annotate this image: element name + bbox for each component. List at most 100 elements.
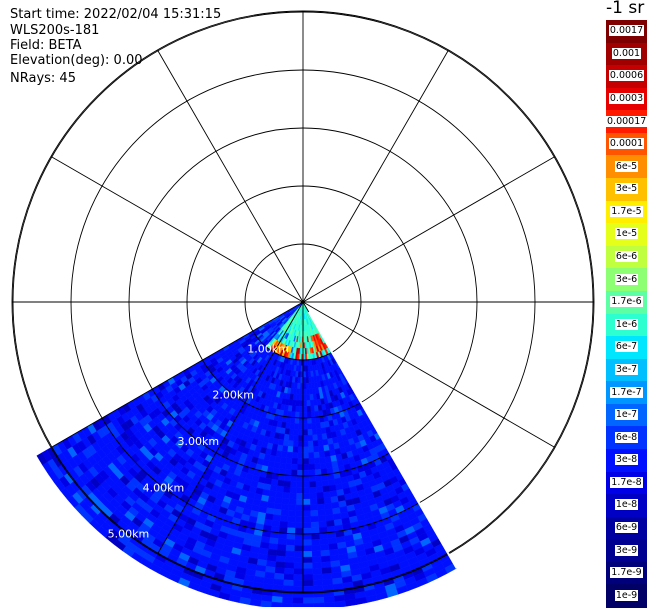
range-gate-cell: [284, 481, 291, 487]
colorbar-tick-label: 0.0006: [606, 70, 647, 82]
range-gate-cell: [306, 383, 309, 389]
range-gate-cell: [307, 412, 311, 418]
range-gate-cell: [296, 493, 303, 499]
range-gate-cell: [275, 497, 283, 504]
range-gate-cell: [303, 418, 307, 424]
range-gate-cell: [309, 389, 313, 395]
colorbar-tick-label: 0.00017: [606, 116, 647, 128]
range-gate-cell: [303, 528, 311, 534]
range-gate-cell: [297, 464, 303, 470]
range-gate-cell: [295, 534, 303, 540]
range-gate-cell: [286, 533, 294, 539]
range-gate-cell: [311, 412, 315, 418]
range-ring-label: 4.00km: [143, 481, 185, 494]
azimuth-spoke: [353, 157, 555, 274]
colorbar-tick-label: 1e-9: [606, 590, 647, 602]
range-gate-cell: [312, 429, 317, 435]
range-gate-cell: [318, 510, 326, 516]
range-gate-cell: [303, 522, 311, 528]
range-gate-cell: [320, 539, 329, 546]
range-gate-cell: [303, 551, 312, 557]
range-gate-cell: [312, 551, 321, 557]
range-gate-cell: [294, 563, 303, 569]
range-gate-cell: [324, 451, 330, 458]
range-gate-cell: [303, 586, 313, 592]
range-gate-cell: [290, 481, 297, 487]
range-gate-cell: [286, 539, 295, 545]
colorbar-tick-label: 0.0017: [606, 25, 647, 37]
range-gate-cell: [281, 451, 287, 457]
range-gate-cell: [281, 504, 289, 510]
colorbar-tick-label: 1.7e-5: [606, 206, 647, 218]
colorbar-tick-label: 3e-9: [606, 545, 647, 557]
range-gate-cell: [320, 550, 329, 557]
range-gate-cell: [321, 556, 330, 563]
range-gate-cell: [318, 521, 326, 527]
range-gate-cell: [293, 569, 303, 575]
range-gate-cell: [305, 371, 308, 377]
range-gate-cell: [303, 424, 307, 430]
azimuth-spoke: [158, 50, 275, 252]
range-gate-cell: [316, 481, 323, 487]
range-gate-cell: [295, 406, 299, 412]
range-gate-cell: [297, 476, 303, 482]
range-gate-cell: [307, 429, 312, 435]
range-gate-cell: [303, 499, 310, 505]
range-gate-cell: [319, 457, 325, 463]
range-gate-cell: [309, 481, 316, 487]
colorbar-tick-label: 0.0003: [606, 93, 647, 105]
range-gate-cell: [303, 511, 310, 517]
range-gate-cell: [296, 499, 303, 505]
range-gate-cell: [296, 511, 303, 517]
range-gate-cell: [303, 598, 314, 604]
range-gate-cell: [278, 539, 287, 546]
range-gate-cell: [298, 447, 303, 453]
range-ring-label: 2.00km: [212, 389, 254, 402]
colorbar-tick-label: 1.7e-6: [606, 296, 647, 308]
range-gate-cell: [321, 562, 331, 569]
range-gate-cell: [303, 401, 307, 407]
azimuth-spoke-inner: [253, 273, 303, 302]
range-gate-cell: [303, 441, 308, 447]
range-gate-cell: [316, 492, 323, 498]
range-gate-cell: [285, 557, 294, 563]
range-gate-cell: [313, 586, 323, 592]
range-gate-cell: [289, 499, 296, 505]
range-gate-cell: [303, 569, 313, 575]
range-gate-cell: [309, 487, 316, 493]
range-gate-cell: [299, 418, 303, 424]
range-gate-cell: [296, 400, 300, 406]
colorbar-tick-label: 6e-9: [606, 522, 647, 534]
range-gate-cell: [277, 544, 286, 551]
range-gate-cell: [292, 458, 298, 464]
range-gate-cell: [283, 586, 293, 592]
range-gate-cell: [317, 504, 325, 510]
range-gate-cell: [293, 441, 298, 447]
range-gate-cell: [284, 568, 294, 574]
range-gate-cell: [297, 482, 303, 488]
range-gate-cell: [311, 528, 319, 534]
range-gate-cell: [308, 452, 314, 458]
range-gate-cell: [295, 516, 303, 522]
range-gate-cell: [311, 417, 316, 423]
range-gate-cell: [303, 447, 308, 453]
range-gate-cell: [283, 487, 290, 493]
range-gate-cell: [282, 498, 289, 504]
range-gate-cell: [298, 453, 303, 459]
azimuth-spoke-inner: [274, 252, 303, 302]
range-gate-cell: [312, 562, 322, 568]
range-gate-cell: [276, 492, 283, 499]
range-gate-cell: [324, 602, 335, 607]
range-gate-cell: [284, 562, 294, 568]
range-gate-cell: [290, 423, 295, 429]
range-gate-cell: [290, 476, 296, 482]
colorbar-tick-label: 0.0001: [606, 138, 647, 150]
range-gate-cell: [322, 573, 332, 580]
range-gate-cell: [307, 424, 312, 430]
range-gate-cell: [295, 540, 304, 546]
range-gate-cell: [317, 498, 324, 504]
range-gate-cell: [294, 429, 299, 435]
range-gate-cell: [291, 470, 297, 476]
range-gate-cell: [310, 493, 317, 499]
colorbar-tick-label: 1.7e-7: [606, 387, 647, 399]
